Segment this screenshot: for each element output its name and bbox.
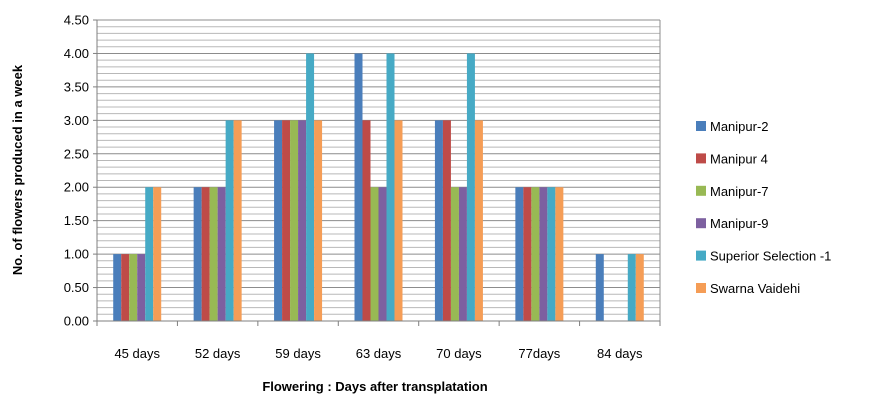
bar-manipur-2-1 [193,187,202,321]
bar-superior-selection-1-2 [306,53,315,321]
y-axis-title: No. of flowers produced in a week [10,64,25,275]
bar-manipur-4-0 [121,254,130,321]
legend-item: Manipur-9 [696,216,769,231]
bar-manipur-9-3 [378,187,387,321]
y-tick-label: 0.00 [64,314,89,329]
bar-manipur-7-4 [450,187,459,321]
y-tick-label: 3.50 [64,79,89,94]
y-tick-label: 2.50 [64,146,89,161]
legend-swatch [696,250,706,261]
bar-manipur-9-0 [137,254,146,321]
bars [113,53,644,321]
bar-manipur-4-1 [201,187,210,321]
legend-label: Manipur-7 [710,184,769,199]
legend-item: Manipur-7 [696,184,769,199]
bar-manipur-2-0 [113,254,122,321]
bar-manipur-9-2 [298,120,307,321]
bar-manipur-9-4 [458,187,467,321]
legend-swatch [696,185,706,196]
legend-label: Manipur-9 [710,216,769,231]
bar-manipur-4-5 [523,187,532,321]
x-tick-label: 52 days [195,346,241,361]
x-tick-label: 70 days [436,346,482,361]
x-tick-label: 63 days [356,346,402,361]
bar-manipur-7-0 [129,254,138,321]
bar-swarna-vaidehi-5 [555,187,564,321]
bar-manipur-7-2 [290,120,299,321]
y-tick-label: 4.50 [64,13,89,28]
bar-manipur-7-3 [370,187,379,321]
x-tick-label: 45 days [114,346,160,361]
y-tick-label: 1.00 [64,247,89,262]
legend-label: Manipur 4 [710,151,768,166]
bar-manipur-9-5 [539,187,548,321]
legend-label: Swarna Vaidehi [710,281,800,296]
axes [93,19,661,326]
x-tick-labels: 45 days 52 days 59 days 63 days 70 days 77day… [114,346,643,361]
bar-superior-selection-1-1 [225,120,234,321]
y-tick-label: 0.50 [64,280,89,295]
y-tick-label: 1.50 [64,213,89,228]
y-tick-label: 2.00 [64,180,89,195]
bar-manipur-2-3 [354,53,363,321]
bar-manipur-9-1 [217,187,226,321]
y-tick-labels: 0.00 0.50 1.00 1.50 2.00 2.50 3.00 3.50 4.00 4.50 [64,13,89,329]
bar-swarna-vaidehi-2 [314,120,323,321]
legend-swatch [696,283,706,293]
legend-item: Swarna Vaidehi [696,281,800,296]
bar-manipur-7-5 [531,187,540,321]
bar-swarna-vaidehi-0 [153,187,162,321]
bar-manipur-2-5 [515,187,524,321]
legend-item: Superior Selection -1 [696,249,831,264]
bar-superior-selection-1-5 [547,187,556,321]
bar-swarna-vaidehi-4 [474,120,483,321]
x-tick-label: 59 days [275,346,321,361]
bar-swarna-vaidehi-1 [233,120,242,321]
bar-manipur-2-2 [274,120,283,321]
legend-swatch [696,121,706,131]
bar-manipur-4-4 [442,120,451,321]
x-tick-label: 77days [518,346,560,361]
legend-item: Manipur-2 [696,119,769,134]
bar-manipur-2-4 [434,120,443,321]
bar-superior-selection-1-6 [627,254,636,321]
bar-swarna-vaidehi-3 [394,120,403,321]
bar-superior-selection-1-3 [386,53,395,321]
legend-item: Manipur 4 [696,151,768,166]
bar-superior-selection-1-0 [145,187,154,321]
y-tick-label: 4.00 [64,46,89,61]
bar-manipur-4-2 [282,120,291,321]
bar-superior-selection-1-4 [466,53,475,321]
legend: Manipur-2 Manipur 4 Manipur-7 Manipur-9 Supe… [696,119,831,296]
x-axis-title: Flowering : Days after transplatation [262,379,487,394]
legend-swatch [696,153,706,164]
y-tick-label: 3.00 [64,113,89,128]
legend-swatch [696,218,706,229]
bar-swarna-vaidehi-6 [635,254,644,321]
x-tick-label: 84 days [597,346,643,361]
legend-label: Superior Selection -1 [710,249,831,264]
bar-manipur-2-6 [595,254,604,321]
bar-manipur-7-1 [209,187,218,321]
bar-manipur-4-3 [362,120,371,321]
legend-label: Manipur-2 [710,119,769,134]
